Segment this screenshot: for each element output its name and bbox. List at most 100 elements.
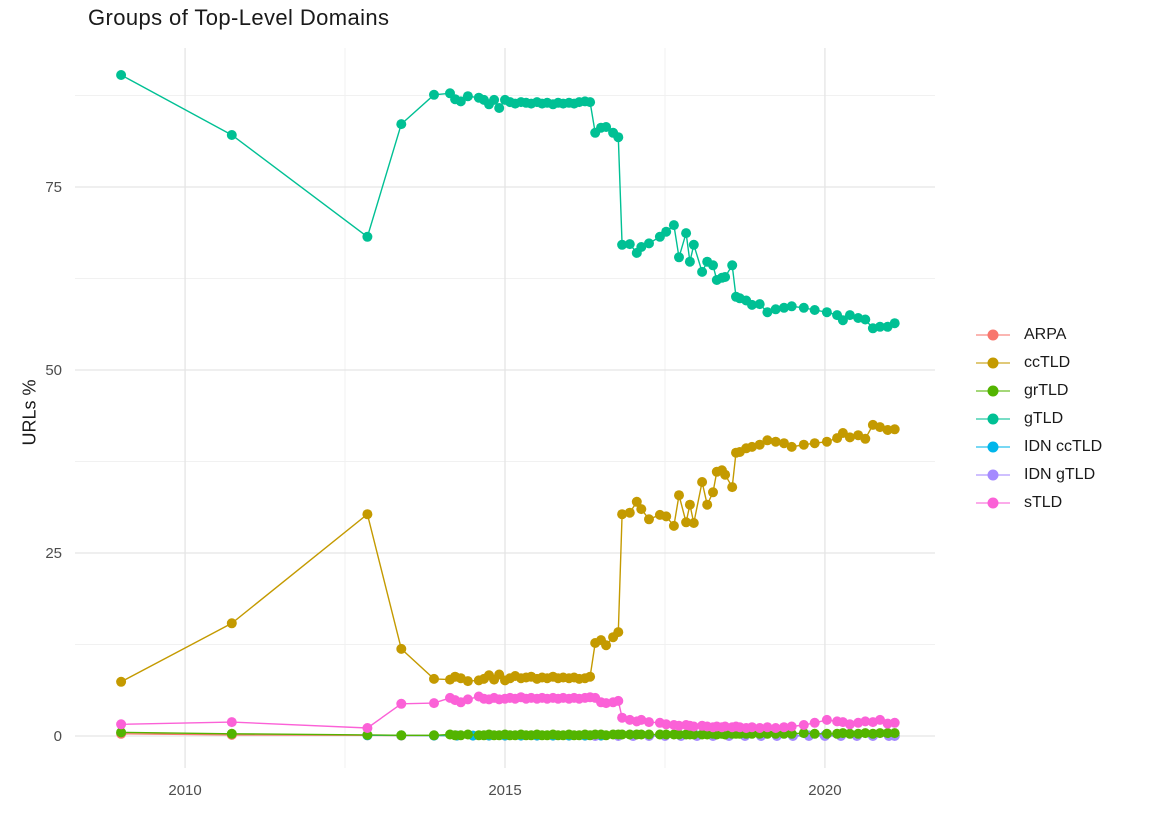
data-point	[674, 729, 684, 740]
data-point	[821, 714, 832, 725]
data-point	[429, 698, 439, 709]
data-point	[684, 499, 695, 510]
data-point	[617, 239, 628, 250]
data-point	[668, 220, 679, 231]
data-point	[786, 728, 797, 739]
data-point	[747, 441, 757, 452]
legend-key-icon	[976, 469, 1010, 481]
data-point	[844, 719, 855, 730]
data-point	[226, 130, 237, 140]
data-point	[636, 729, 647, 740]
data-point	[889, 424, 900, 435]
data-point	[116, 719, 127, 730]
data-point	[661, 226, 672, 237]
data-point	[882, 728, 893, 739]
data-point	[702, 499, 713, 510]
data-point	[762, 307, 773, 318]
data-point	[770, 436, 781, 447]
legend-item-grTLD: grTLD	[974, 377, 1102, 405]
legend-item-gTLD: gTLD	[974, 405, 1102, 433]
legend-key-icon	[976, 413, 1010, 425]
data-point	[798, 728, 809, 739]
y-axis-title: URLs %	[19, 379, 40, 446]
data-point	[674, 252, 684, 263]
data-point	[636, 504, 647, 515]
data-point	[585, 671, 596, 682]
data-point	[681, 228, 692, 239]
legend-key-dot	[987, 413, 999, 425]
data-point	[770, 723, 781, 733]
data-point	[747, 722, 757, 733]
data-point	[720, 272, 731, 282]
data-point	[688, 239, 699, 250]
data-point	[661, 729, 672, 740]
legend-key-dot	[987, 357, 999, 369]
data-point	[362, 231, 373, 242]
data-point	[860, 433, 871, 444]
data-point	[762, 722, 773, 733]
data-point	[661, 511, 672, 522]
data-point	[631, 496, 642, 507]
legend-item-ARPA: ARPA	[974, 321, 1102, 349]
legend-item-IDN-ccTLD: IDN ccTLD	[974, 433, 1102, 461]
data-point	[617, 509, 628, 520]
data-point	[798, 439, 809, 450]
data-point	[226, 717, 237, 728]
data-point	[889, 728, 900, 739]
x-tick-label: 2020	[808, 782, 841, 799]
legend-key-dot	[987, 441, 999, 453]
data-point	[668, 520, 679, 531]
data-point	[844, 728, 855, 739]
data-point	[762, 435, 773, 446]
legend-key-dot	[987, 329, 999, 341]
data-point	[809, 438, 820, 449]
data-point	[844, 310, 855, 321]
data-point	[644, 514, 654, 525]
data-point	[396, 698, 407, 709]
data-point	[601, 122, 612, 132]
legend-label: IDN gTLD	[1024, 466, 1096, 483]
y-tick-label: 25	[45, 545, 62, 562]
data-point	[770, 304, 781, 315]
data-point	[624, 239, 635, 250]
data-point	[684, 256, 695, 267]
data-point	[821, 436, 832, 447]
data-point	[809, 728, 820, 739]
data-point	[429, 673, 439, 684]
data-point	[617, 712, 628, 723]
data-point	[779, 722, 789, 733]
data-point	[489, 94, 500, 105]
data-point	[809, 717, 820, 728]
data-point	[727, 260, 738, 271]
plot-area: 0 25 50 75 2010 2015 2020	[45, 48, 935, 799]
legend-key-icon	[976, 357, 1010, 369]
data-point	[613, 695, 624, 706]
data-point	[860, 728, 871, 739]
data-point	[362, 509, 373, 520]
data-point	[727, 482, 738, 493]
data-point	[889, 318, 900, 329]
data-point	[889, 717, 900, 728]
data-point	[601, 640, 612, 651]
data-point	[688, 729, 699, 740]
data-point	[462, 91, 473, 102]
data-point	[720, 469, 731, 480]
data-point	[396, 643, 407, 654]
legend: ARPA ccTLD grTLD gTLD IDN ccTLD IDN gTLD sTLD	[974, 321, 1102, 517]
data-point	[494, 103, 505, 113]
data-point	[613, 627, 624, 638]
data-point	[455, 96, 466, 107]
data-point	[747, 299, 757, 310]
y-tick-label: 0	[54, 728, 62, 745]
data-point	[661, 719, 672, 730]
data-point	[681, 517, 692, 528]
x-tick-label: 2015	[488, 782, 521, 799]
data-point	[362, 723, 373, 733]
legend-item-ccTLD: ccTLD	[974, 349, 1102, 377]
legend-key-dot	[987, 385, 999, 397]
series-sTLD	[116, 691, 900, 733]
legend-label: sTLD	[1024, 494, 1063, 511]
data-point	[860, 716, 871, 727]
data-point	[636, 714, 647, 725]
legend-key-dot	[987, 469, 999, 481]
